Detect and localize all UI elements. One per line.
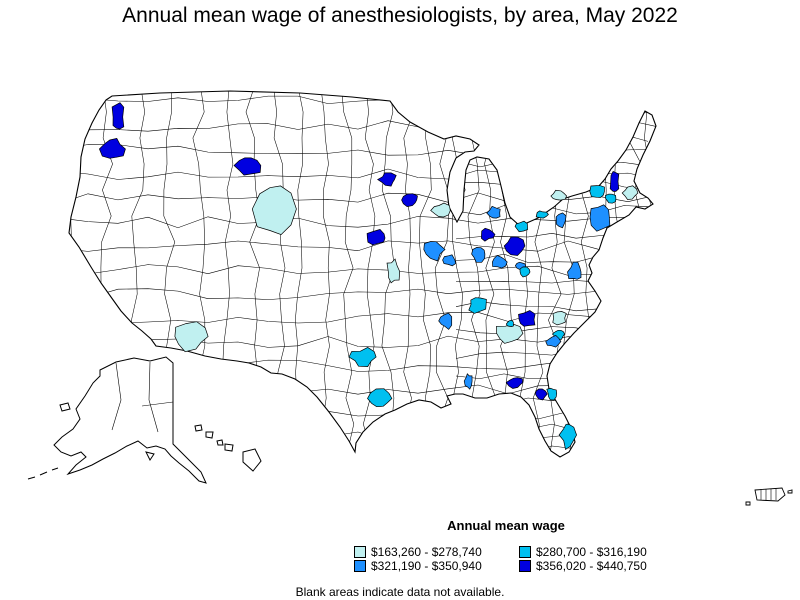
legend-label: $163,260 - $278,740 — [371, 545, 482, 559]
map-region — [366, 229, 386, 246]
hawaii-islands — [194, 424, 262, 472]
map-region — [545, 334, 562, 348]
map-region — [486, 205, 501, 219]
map-region — [442, 254, 457, 267]
map-region — [552, 311, 567, 326]
map-region — [589, 185, 605, 198]
alaska-outline — [27, 356, 207, 484]
map-region — [505, 377, 524, 389]
map-region — [463, 373, 473, 390]
legend-label: $321,190 - $350,940 — [371, 559, 482, 573]
map-region — [348, 346, 377, 367]
map-region — [367, 388, 393, 408]
map-region — [468, 297, 487, 314]
footnote: Blank areas indicate data not available. — [295, 585, 505, 599]
legend-item: $321,190 - $350,940 — [354, 559, 482, 573]
map-region — [514, 220, 528, 233]
map-region — [174, 321, 209, 353]
map-region — [386, 258, 401, 284]
legend-swatch-class1 — [354, 546, 366, 558]
legend-item: $356,020 - $440,750 — [519, 559, 647, 573]
map-region — [430, 202, 451, 218]
map-region — [546, 387, 558, 401]
map-region — [492, 254, 508, 269]
map-region — [609, 170, 620, 192]
page-title: Annual mean wage of anesthesiologists, b… — [122, 4, 678, 27]
map-region — [401, 193, 418, 207]
map-region — [518, 310, 536, 327]
map-region — [503, 236, 526, 256]
map-region — [251, 185, 297, 236]
map-region — [605, 193, 617, 204]
lower48-outline — [68, 90, 657, 458]
map-region — [496, 323, 524, 344]
map-region — [621, 185, 639, 200]
map-region — [423, 241, 446, 262]
map-region — [377, 172, 397, 187]
county-boundaries-grid — [69, 91, 656, 457]
puerto-rico-outline — [745, 487, 793, 506]
legend-swatch-class4 — [519, 560, 531, 572]
map-region — [535, 210, 549, 219]
map-region — [589, 204, 611, 232]
legend-title: Annual mean wage — [447, 518, 565, 533]
map-region — [505, 319, 514, 327]
legend-item: $163,260 - $278,740 — [354, 545, 482, 559]
legend-swatch-class2 — [519, 546, 531, 558]
map-region — [558, 423, 577, 450]
map-region — [438, 312, 453, 330]
map-region — [481, 227, 496, 242]
map-region — [535, 388, 548, 401]
map-region — [111, 102, 125, 130]
map-region — [471, 247, 486, 263]
map-region — [98, 137, 126, 159]
map-region — [550, 189, 568, 201]
map-region — [551, 329, 566, 340]
legend-swatch-class3 — [354, 560, 366, 572]
map-region — [555, 212, 567, 229]
colored-wage-regions — [98, 102, 639, 450]
legend-label: $280,700 - $316,190 — [536, 545, 647, 559]
legend-label: $356,020 - $440,750 — [536, 559, 647, 573]
legend-item: $280,700 - $316,190 — [519, 545, 647, 559]
map-region — [567, 261, 582, 280]
map-region — [519, 266, 531, 278]
map-region — [233, 157, 262, 176]
